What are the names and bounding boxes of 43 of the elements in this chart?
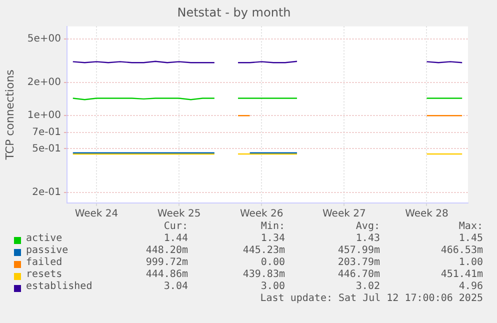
y-tick-label: 2e-01 (32, 186, 61, 198)
text: 444.86m (146, 269, 188, 280)
x-tick-label: Week 24 (74, 208, 118, 220)
text: 439.83m (242, 269, 285, 280)
text: Min: (260, 221, 285, 232)
text: 4.96 (458, 281, 483, 292)
text: 3.00 (260, 281, 285, 292)
text: Max: (458, 221, 483, 232)
text: 445.23m (242, 245, 285, 256)
text: 1.45 (458, 233, 483, 244)
y-tick-label: 5e-01 (32, 143, 61, 154)
text: Avg: (356, 221, 380, 232)
y-tick-label: 7e-01 (32, 127, 61, 138)
y-tick-label: 1e+00 (27, 110, 61, 122)
legend-label: established (26, 281, 92, 292)
text: 999.72m (146, 257, 188, 268)
text: Cur: (164, 221, 188, 232)
x-tick-label: Week 25 (157, 208, 201, 220)
x-tick-label: Week 28 (405, 208, 448, 220)
text: 466.53m (440, 245, 483, 256)
text: 203.79m (338, 257, 380, 268)
text: 3.02 (356, 281, 380, 292)
chart-title: Netstat - by month (177, 5, 291, 20)
text: 446.70m (338, 269, 380, 280)
text: 451.41m (440, 269, 483, 280)
text: 1.00 (458, 257, 483, 268)
y-axis-title: TCP connections (3, 69, 16, 161)
text: 0.00 (260, 257, 285, 268)
y-tick-label: 5e+00 (27, 34, 61, 44)
x-tick-label: Week 27 (322, 208, 366, 220)
text: Last update: Sat Jul 12 17:00:06 2025 (260, 293, 483, 304)
legend-label: passive (26, 245, 68, 256)
text: 1.43 (356, 233, 380, 244)
text: 1.34 (260, 233, 285, 244)
text: 1.44 (164, 233, 188, 244)
legend-label: resets (26, 269, 62, 280)
text: 457.99m (338, 245, 380, 256)
legend-label: failed (26, 257, 62, 268)
legend-label: active (26, 233, 62, 244)
y-tick-label: 2e+00 (27, 77, 61, 88)
text: 3.04 (164, 281, 188, 292)
text: 448.20m (146, 245, 188, 256)
x-tick-label: Week 26 (240, 208, 284, 220)
